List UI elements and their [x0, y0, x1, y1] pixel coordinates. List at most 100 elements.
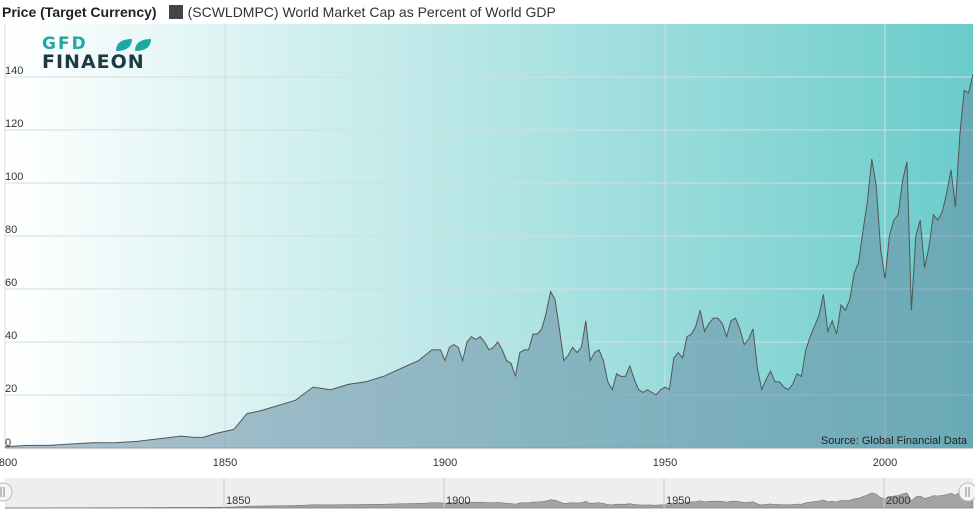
- data-point: [246, 412, 248, 414]
- data-point: [673, 357, 675, 359]
- series-line: [4, 74, 974, 448]
- navigator-series: [4, 487, 974, 509]
- legend-swatch[interactable]: [168, 5, 183, 19]
- data-point: [400, 367, 402, 369]
- data-point: [549, 290, 551, 292]
- data-point: [651, 391, 653, 393]
- data-point: [215, 432, 217, 434]
- data-point: [576, 351, 578, 353]
- y-tick-label: 120: [5, 118, 23, 130]
- data-point: [585, 320, 587, 322]
- data-point: [809, 336, 811, 338]
- navigator-handle-right[interactable]: [958, 482, 975, 502]
- data-point: [620, 375, 622, 377]
- data-point: [717, 317, 719, 319]
- data-point: [791, 383, 793, 385]
- data-point: [457, 346, 459, 348]
- data-point: [655, 394, 657, 396]
- data-point: [312, 386, 314, 388]
- data-point: [497, 341, 499, 343]
- data-point: [835, 333, 837, 335]
- data-point: [193, 436, 195, 438]
- data-point: [475, 338, 477, 340]
- data-point: [796, 373, 798, 375]
- data-point: [871, 158, 873, 160]
- data-point: [857, 261, 859, 263]
- data-point: [659, 389, 661, 391]
- gfd-finaeon-logo: GFD FINAEON: [42, 36, 182, 76]
- data-point: [844, 309, 846, 311]
- data-point: [695, 325, 697, 327]
- logo-line1: GFD: [42, 34, 88, 54]
- data-point: [954, 206, 956, 208]
- data-point: [26, 444, 28, 446]
- data-point: [48, 444, 50, 446]
- navigator-area: [4, 487, 974, 509]
- data-point: [963, 89, 965, 91]
- data-point: [505, 359, 507, 361]
- y-tick-label: 60: [5, 277, 17, 289]
- navigator-ticks: 1850 1900 1950 2000: [223, 478, 910, 509]
- data-point: [967, 92, 969, 94]
- data-point: [202, 436, 204, 438]
- data-point: [624, 375, 626, 377]
- y-tick-label: 20: [5, 383, 17, 395]
- data-point: [743, 343, 745, 345]
- data-point: [629, 365, 631, 367]
- data-point: [765, 378, 767, 380]
- data-point: [734, 317, 736, 319]
- legend-series-label[interactable]: (SCWLDMPC) World Market Cap as Percent o…: [187, 4, 556, 20]
- y-tick-label: 40: [5, 330, 17, 342]
- data-point: [444, 359, 446, 361]
- data-point: [365, 381, 367, 383]
- y-tick-label: 0: [5, 437, 11, 449]
- x-tick-label: 2000: [873, 457, 897, 469]
- data-point: [866, 200, 868, 202]
- data-point: [739, 328, 741, 330]
- data-point: [915, 235, 917, 237]
- data-point: [787, 389, 789, 391]
- data-point: [136, 440, 138, 442]
- data-point: [545, 312, 547, 314]
- data-point: [92, 442, 94, 444]
- data-point: [972, 73, 974, 75]
- data-point: [483, 341, 485, 343]
- x-axis-ticks: 1800 1850 1900 1950 2000: [0, 457, 897, 469]
- data-point: [884, 277, 886, 279]
- navigator-tick-label: 1850: [226, 495, 250, 507]
- data-point: [822, 293, 824, 295]
- data-point: [431, 349, 433, 351]
- range-navigator[interactable]: 1850 1900 1950 2000: [0, 478, 975, 509]
- data-point: [558, 328, 560, 330]
- data-point: [541, 328, 543, 330]
- data-point: [730, 320, 732, 322]
- logo-line2: FINAEON: [42, 51, 145, 73]
- y-tick-label: 80: [5, 224, 17, 236]
- data-point: [950, 169, 952, 171]
- data-point: [571, 346, 573, 348]
- data-point: [668, 389, 670, 391]
- data-point: [642, 391, 644, 393]
- data-point: [888, 235, 890, 237]
- data-point: [721, 322, 723, 324]
- data-point: [461, 359, 463, 361]
- data-point: [180, 435, 182, 437]
- data-point: [554, 298, 556, 300]
- data-point: [932, 214, 934, 216]
- data-point: [910, 309, 912, 311]
- data-point: [233, 428, 235, 430]
- data-point: [849, 298, 851, 300]
- data-point: [611, 389, 613, 391]
- data-point: [783, 386, 785, 388]
- data-point: [752, 328, 754, 330]
- data-point: [598, 349, 600, 351]
- source-label: Source: Global Financial Data: [821, 435, 968, 447]
- data-point: [527, 349, 529, 351]
- data-point: [277, 404, 279, 406]
- navigator-tick-label: 2000: [886, 495, 910, 507]
- data-point: [536, 333, 538, 335]
- data-point: [488, 349, 490, 351]
- y-axis-title: Price (Target Currency): [2, 4, 157, 20]
- data-point: [510, 362, 512, 364]
- navigator-handle-left[interactable]: [0, 482, 13, 502]
